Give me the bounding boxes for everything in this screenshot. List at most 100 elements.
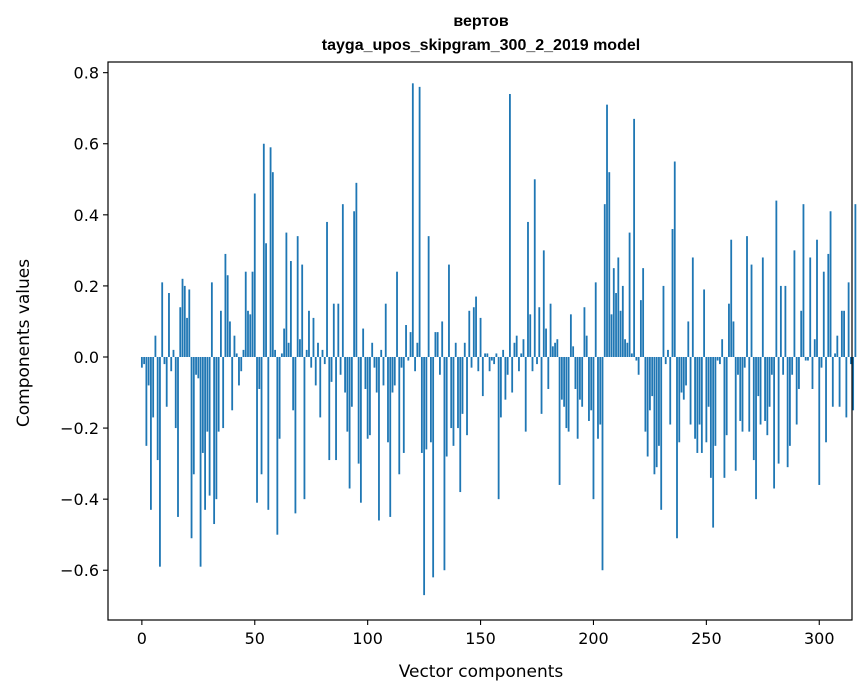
- bar-110: [389, 356, 392, 517]
- bar-79: [319, 356, 322, 418]
- y-tick-label: 0.4: [74, 206, 99, 225]
- x-tick-label: 150: [465, 629, 496, 648]
- bar-18: [181, 278, 184, 357]
- bar-271: [752, 356, 755, 461]
- bar-137: [450, 356, 453, 429]
- bar-24: [195, 356, 197, 375]
- bar-257: [721, 339, 724, 357]
- bar-99: [364, 356, 367, 389]
- bar-126: [425, 356, 428, 450]
- bar-56: [267, 356, 270, 510]
- bar-132: [439, 356, 441, 375]
- bar-313: [847, 282, 850, 357]
- bar-140: [457, 356, 459, 429]
- bar-55: [265, 243, 267, 357]
- bar-106: [380, 349, 383, 357]
- bar-120: [411, 83, 414, 357]
- bar-23: [192, 356, 195, 475]
- x-tick-label: 300: [804, 629, 835, 648]
- bar-16: [177, 356, 179, 517]
- bar-204: [601, 356, 604, 571]
- bar-69: [296, 236, 299, 357]
- bar-298: [813, 339, 816, 357]
- bar-186: [560, 356, 563, 400]
- bar-119: [409, 332, 412, 357]
- bar-174: [533, 179, 536, 357]
- bar-287: [789, 356, 791, 446]
- bar-83: [328, 356, 331, 461]
- bar-216: [628, 232, 631, 357]
- bar-135: [445, 356, 448, 457]
- bar-67: [292, 356, 295, 411]
- bar-309: [838, 356, 841, 407]
- bar-245: [694, 356, 696, 439]
- bar-123: [418, 86, 421, 357]
- bar-197: [585, 335, 588, 357]
- bar-229: [658, 356, 660, 446]
- bar-243: [689, 356, 692, 425]
- bar-284: [782, 356, 785, 375]
- bar-156: [493, 356, 496, 365]
- bar-311: [843, 310, 845, 357]
- bar-133: [441, 321, 444, 357]
- bar-46: [244, 271, 247, 357]
- bar-316: [854, 204, 857, 357]
- bar-66: [289, 261, 292, 357]
- bar-41: [233, 335, 236, 357]
- bar-274: [759, 356, 762, 425]
- bar-222: [642, 268, 645, 357]
- bar-267: [743, 356, 746, 368]
- bar-12: [168, 293, 170, 357]
- bar-303: [825, 356, 827, 443]
- bar-227: [653, 356, 656, 475]
- bar-220: [637, 356, 640, 375]
- bar-50: [253, 193, 256, 357]
- bar-54: [262, 143, 265, 357]
- bar-45: [242, 349, 245, 357]
- bar-2: [145, 356, 148, 446]
- bar-282: [777, 356, 780, 464]
- y-tick-label: 0.6: [74, 135, 99, 154]
- bar-268: [746, 236, 748, 357]
- bar-33: [215, 356, 218, 500]
- bar-224: [646, 356, 649, 457]
- x-tick-label: 50: [245, 629, 265, 648]
- bar-31: [210, 282, 213, 357]
- bar-200: [592, 356, 595, 500]
- bar-71: [301, 264, 304, 357]
- bar-296: [809, 257, 812, 357]
- bar-121: [414, 356, 416, 372]
- y-tick-label: 0.8: [74, 64, 99, 83]
- bar-35: [220, 310, 222, 357]
- bar-29: [206, 356, 209, 432]
- bar-70: [299, 339, 301, 357]
- chart-title: вертов: [453, 13, 508, 30]
- bar-44: [240, 356, 243, 372]
- bar-73: [305, 349, 308, 357]
- bar-17: [179, 307, 182, 357]
- bar-310: [840, 310, 843, 357]
- bar-178: [542, 250, 545, 357]
- bar-306: [831, 356, 834, 407]
- bar-235: [671, 229, 674, 357]
- bar-223: [644, 356, 647, 432]
- bar-9: [161, 282, 164, 357]
- bar-203: [599, 356, 602, 425]
- bar-262: [732, 321, 735, 357]
- bar-151: [481, 356, 484, 397]
- bar-280: [773, 356, 776, 489]
- bar-212: [619, 310, 622, 357]
- bar-114: [398, 356, 401, 475]
- bar-78: [317, 342, 319, 357]
- bar-261: [730, 239, 733, 357]
- bar-64: [285, 232, 288, 357]
- bar-315: [852, 356, 855, 411]
- bar-281: [775, 200, 778, 357]
- bar-59: [274, 349, 276, 357]
- bar-168: [520, 353, 523, 357]
- bar-191: [572, 346, 575, 357]
- bar-85: [332, 303, 335, 357]
- bar-259: [725, 356, 728, 436]
- bar-97: [359, 356, 362, 503]
